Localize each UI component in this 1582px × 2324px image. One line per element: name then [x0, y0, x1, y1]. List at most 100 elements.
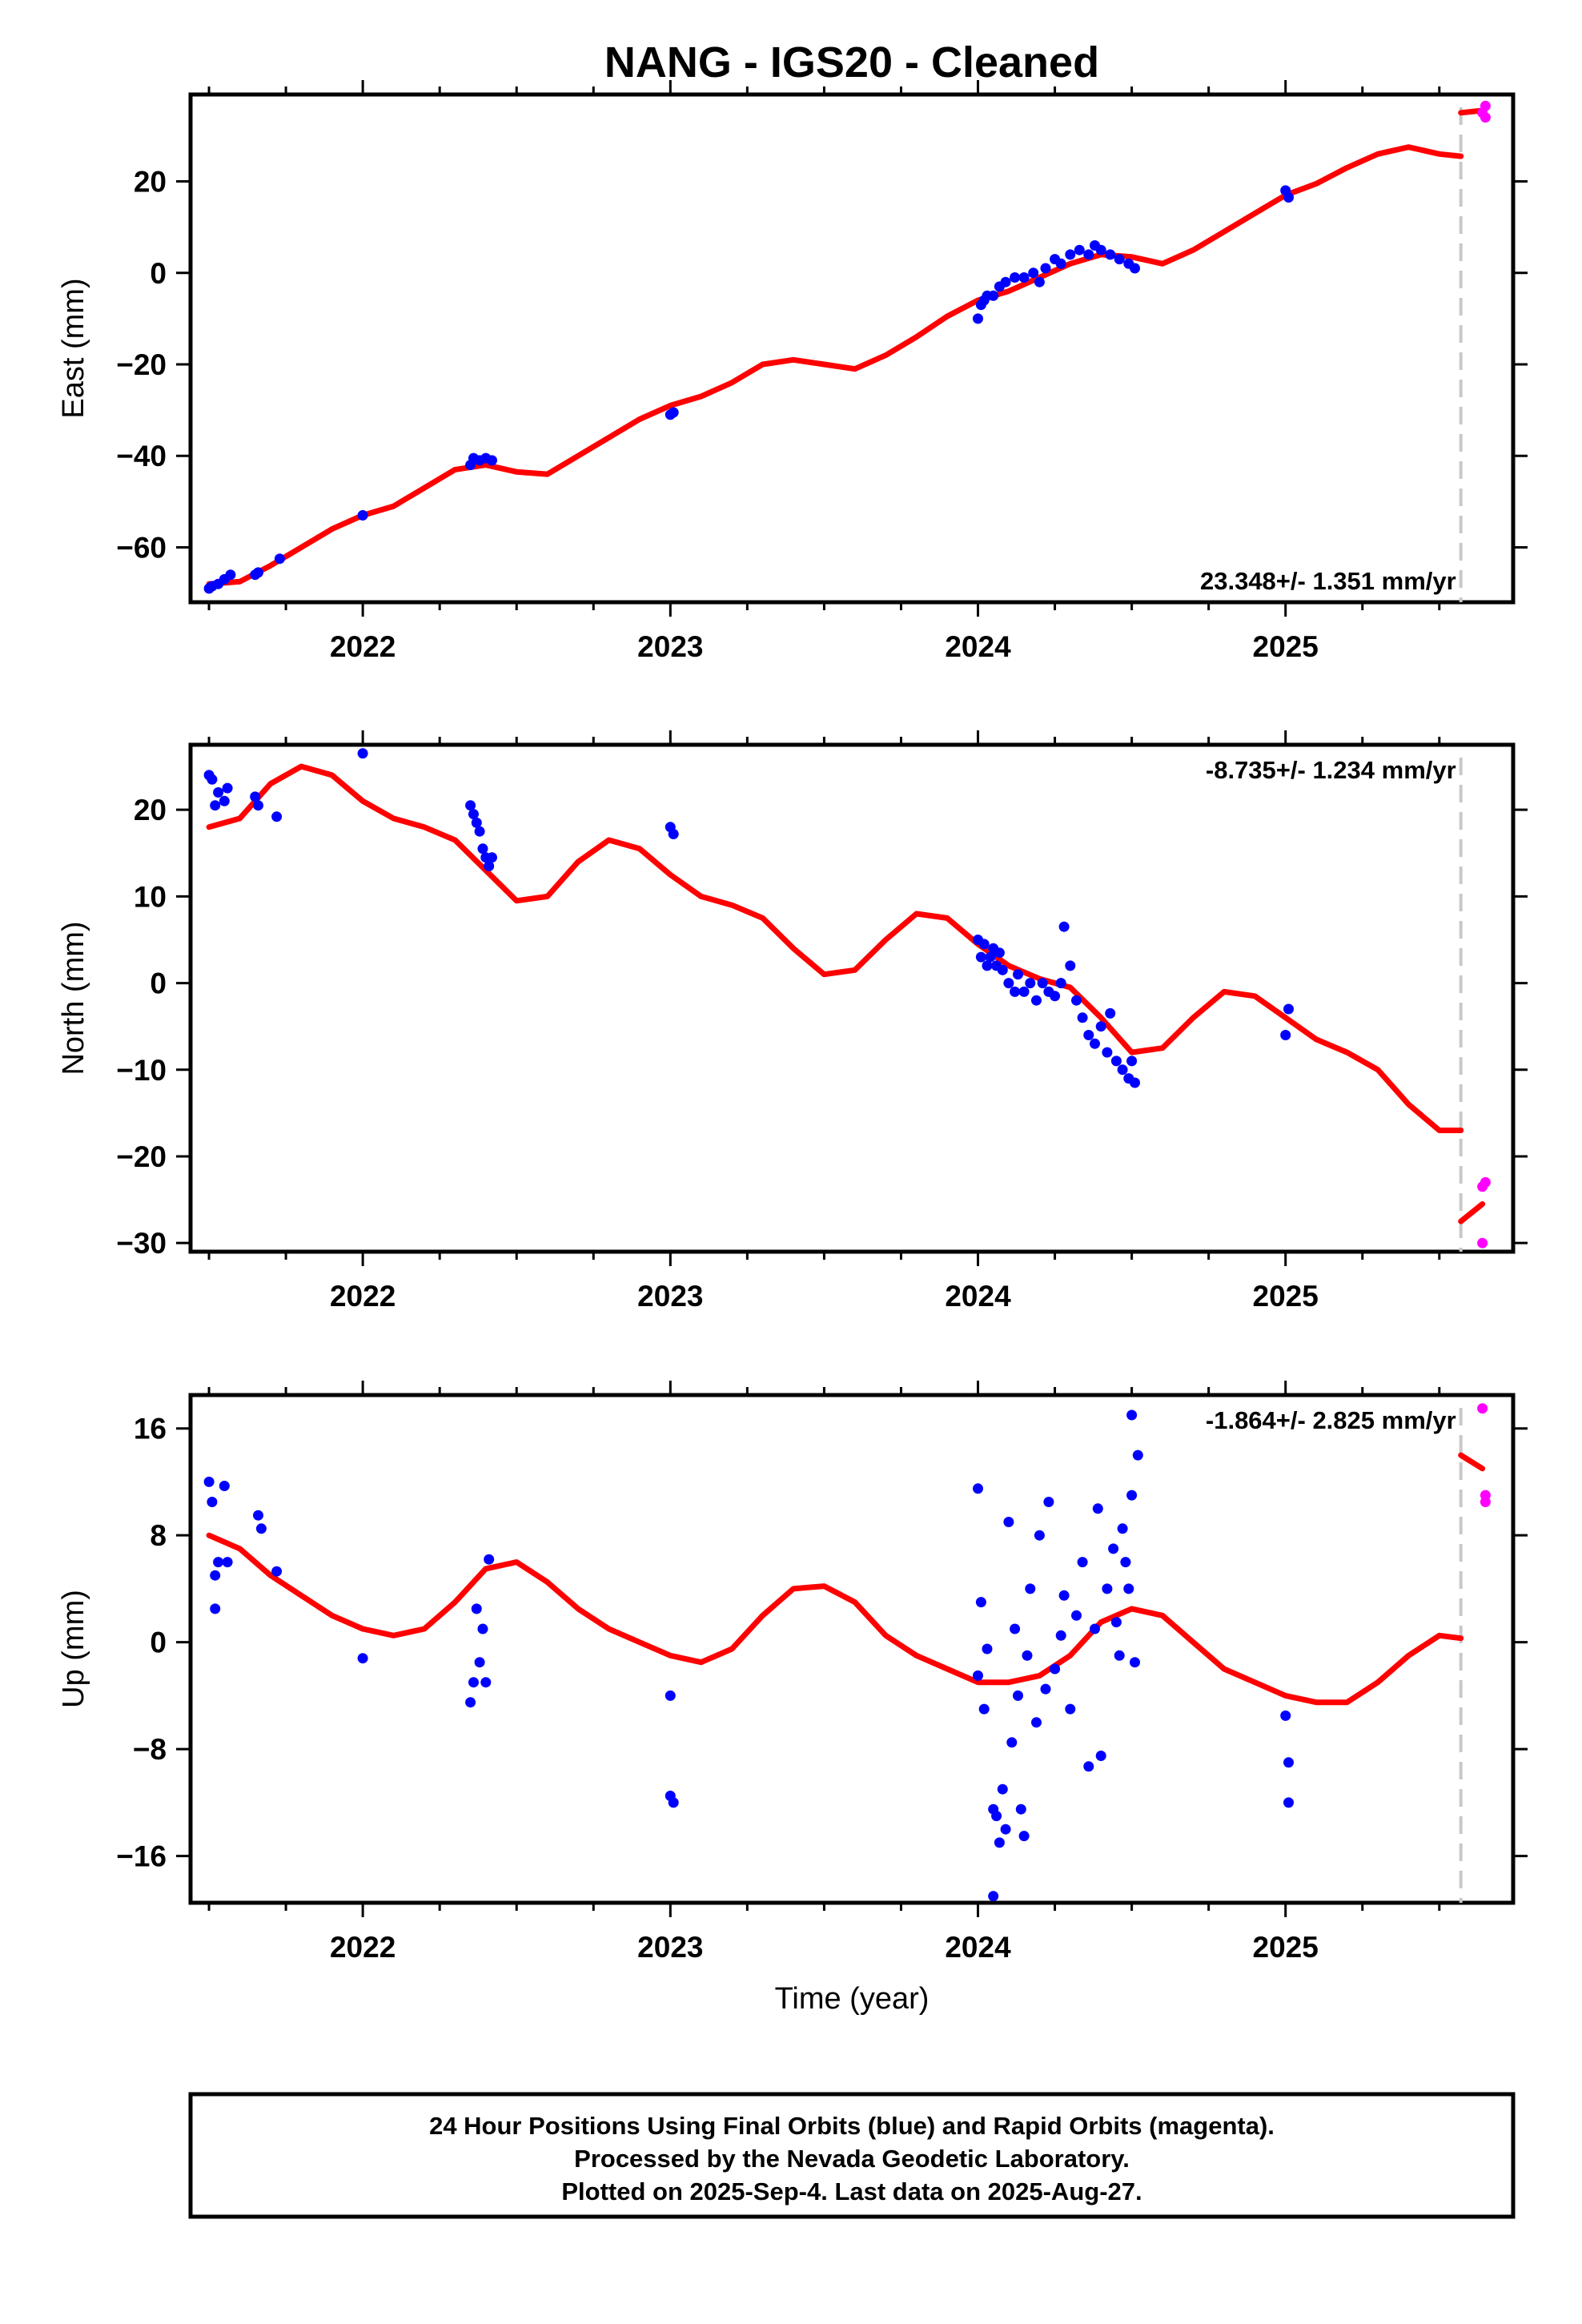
final-orbit-point [1000, 276, 1011, 287]
final-orbit-point [487, 455, 497, 466]
y-tick-label: 8 [150, 1519, 167, 1552]
final-orbit-point [1110, 1617, 1122, 1628]
final-orbit-point [1018, 272, 1030, 283]
final-orbit-point [1110, 1055, 1122, 1067]
final-orbit-point [222, 782, 233, 794]
final-orbit-point [465, 1697, 476, 1708]
final-orbit-point [1028, 267, 1039, 279]
rate-label: -8.735+/- 1.234 mm/yr [1206, 756, 1456, 784]
y-tick-label: −10 [116, 1054, 167, 1087]
final-orbit-point [994, 947, 1005, 959]
rate-label: -1.864+/- 2.825 mm/yr [1206, 1406, 1456, 1434]
final-orbit-point [1090, 1038, 1100, 1049]
final-orbit-point [985, 951, 996, 963]
final-orbit-point [1058, 921, 1070, 932]
final-orbit-point [975, 951, 986, 963]
rate-label: 23.348+/- 1.351 mm/yr [1200, 567, 1456, 595]
final-orbit-point [1040, 263, 1051, 274]
plot-frame [188, 742, 1516, 1254]
final-orbit-point [1283, 1797, 1294, 1808]
x-tick-label: 2022 [330, 1931, 396, 1964]
final-orbit-point [1130, 1077, 1140, 1088]
y-tick-label: 20 [134, 794, 167, 826]
panel-1: 2022 2023 2024 2025 −60 −40 −20 0 20 East (mm) 23.… [57, 80, 1528, 663]
final-orbit-point [484, 1554, 495, 1565]
final-orbit-point [1105, 249, 1116, 260]
final-orbit-point [1055, 1630, 1066, 1641]
final-orbit-point [1065, 960, 1076, 971]
final-orbit-point [1006, 1737, 1018, 1748]
final-orbit-point [1003, 978, 1014, 989]
final-orbit-point [1123, 1583, 1134, 1594]
final-orbit-point [1031, 1717, 1042, 1728]
final-orbit-point [1065, 1703, 1076, 1715]
final-orbit-point [222, 1557, 233, 1568]
y-axis-label: East (mm) [57, 278, 90, 418]
plot-frame [188, 1393, 1516, 1905]
chart-title: NANG - IGS20 - Cleaned [604, 38, 1099, 86]
final-orbit-point [1280, 1030, 1291, 1040]
final-orbit-point [471, 1603, 482, 1614]
final-orbit-point [975, 1597, 986, 1608]
final-orbit-point [1114, 254, 1125, 265]
y-tick-label: 0 [150, 967, 167, 1000]
final-orbit-point [357, 748, 368, 759]
final-orbit-point [1280, 1710, 1291, 1721]
final-orbit-point [1010, 986, 1021, 997]
model-curve [206, 1532, 1464, 1706]
final-orbit-point [1132, 1449, 1143, 1461]
final-orbit-point [1050, 991, 1061, 1002]
final-orbit-point [210, 1603, 221, 1614]
final-orbit-point [1013, 1690, 1023, 1701]
final-orbit-point [1077, 1012, 1088, 1023]
final-orbit-point [255, 1523, 267, 1534]
x-tick-label: 2024 [945, 1931, 1011, 1964]
final-orbit-point [207, 774, 218, 785]
final-orbit-point [1000, 1823, 1011, 1835]
final-orbit-point [271, 1566, 283, 1577]
rapid-orbit-point [1480, 1176, 1491, 1188]
final-orbit-point [665, 1690, 676, 1701]
plot-frame [188, 92, 1516, 605]
final-orbit-point [357, 510, 368, 521]
final-orbit-point [207, 1497, 218, 1507]
final-orbit-point [1092, 1503, 1103, 1514]
x-tick-label: 2025 [1253, 1280, 1319, 1313]
y-tick-label: 0 [150, 257, 167, 290]
x-tick-label: 2024 [945, 630, 1011, 663]
final-orbit-point [1043, 1497, 1054, 1507]
footer-line-3: Plotted on 2025-Sep-4. Last data on 2025… [561, 2177, 1142, 2205]
final-orbit-point [213, 787, 224, 798]
final-orbit-point [271, 811, 283, 822]
final-orbit-point [1050, 1663, 1061, 1675]
final-orbit-point [477, 1623, 488, 1634]
final-orbit-point [1022, 1650, 1033, 1661]
final-orbit-point [1117, 1064, 1128, 1076]
final-orbit-point [997, 1783, 1008, 1795]
rapid-orbit-point [1480, 100, 1491, 111]
final-orbit-point [1037, 978, 1048, 989]
y-tick-label: −40 [116, 440, 167, 472]
final-orbit-point [997, 964, 1008, 975]
final-orbit-point [1083, 1030, 1094, 1040]
final-orbit-point [468, 809, 479, 820]
final-orbit-point [1010, 1623, 1021, 1634]
x-axis-label: Time (year) [775, 1982, 930, 2016]
final-orbit-point [1071, 1610, 1082, 1621]
final-orbit-point [1090, 1623, 1100, 1634]
footer-box: 24 Hour Positions Using Final Orbits (bl… [188, 2092, 1516, 2219]
x-tick-label: 2022 [330, 630, 396, 663]
panel-2: 2022 2023 2024 2025 −30 −20 −10 0 10 20 North (mm)… [57, 730, 1528, 1313]
final-orbit-point [1018, 986, 1030, 997]
final-orbit-point [1108, 1543, 1119, 1554]
final-orbit-point [1055, 978, 1066, 989]
final-orbit-point [210, 800, 221, 811]
rapid-orbit-point [1480, 1497, 1491, 1507]
final-orbit-point [1126, 1409, 1138, 1421]
model-curve [206, 763, 1464, 1133]
y-tick-label: −8 [133, 1733, 167, 1766]
rapid-orbit-point [1477, 1237, 1488, 1248]
final-orbit-point [1077, 1557, 1088, 1568]
final-orbit-point [1283, 192, 1294, 203]
